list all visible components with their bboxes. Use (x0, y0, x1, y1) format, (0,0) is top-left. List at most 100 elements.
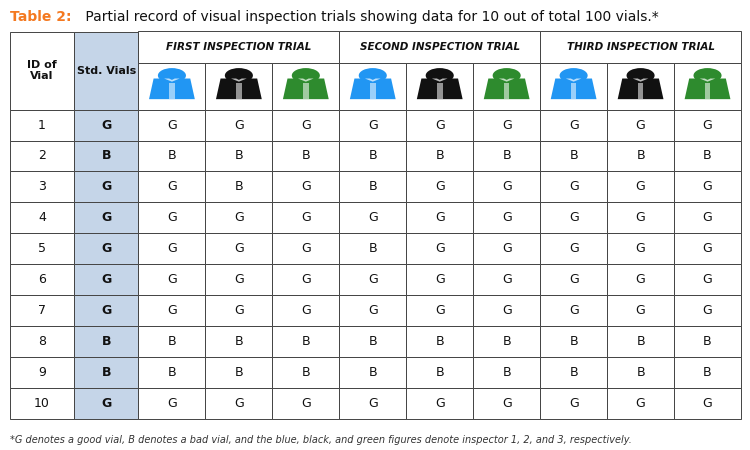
Text: G: G (703, 119, 712, 131)
Text: G: G (167, 304, 177, 317)
Text: G: G (435, 304, 445, 317)
Bar (370, 83, 376, 99)
Bar (674, 357, 741, 387)
Text: G: G (568, 119, 578, 131)
Text: G: G (435, 119, 445, 131)
Bar (10, 32, 74, 110)
Bar (272, 326, 339, 357)
Bar (406, 202, 473, 233)
Text: B: B (436, 335, 444, 348)
Bar (473, 387, 540, 418)
Text: G: G (568, 304, 578, 317)
Bar (607, 63, 674, 110)
Text: G: G (502, 242, 512, 255)
Text: 3: 3 (38, 180, 46, 194)
Text: G: G (301, 396, 310, 410)
Bar (540, 295, 607, 326)
Bar (74, 387, 139, 418)
Bar (206, 110, 272, 140)
Polygon shape (633, 78, 649, 82)
Bar (272, 387, 339, 418)
Bar (674, 264, 741, 295)
Text: B: B (302, 366, 310, 379)
Text: G: G (101, 119, 112, 131)
Polygon shape (216, 78, 262, 99)
Bar (74, 326, 139, 357)
Text: G: G (502, 180, 512, 194)
Bar (10, 387, 74, 418)
Text: 6: 6 (38, 273, 46, 286)
Bar (339, 264, 406, 295)
Bar (272, 140, 339, 171)
Text: B: B (569, 366, 578, 379)
Bar (540, 110, 607, 140)
Text: 10: 10 (34, 396, 50, 410)
Bar (139, 264, 206, 295)
Bar (339, 140, 406, 171)
Bar (540, 171, 607, 202)
Bar (540, 264, 607, 295)
Bar (406, 357, 473, 387)
Bar (540, 63, 607, 110)
Circle shape (292, 68, 320, 83)
Bar (705, 83, 710, 99)
Text: G: G (301, 273, 310, 286)
Text: G: G (568, 211, 578, 224)
Text: B: B (167, 335, 176, 348)
Text: B: B (368, 180, 377, 194)
Text: B: B (235, 335, 243, 348)
Text: G: G (502, 119, 512, 131)
Text: 9: 9 (38, 366, 46, 379)
Text: B: B (235, 366, 243, 379)
Text: B: B (569, 335, 578, 348)
Bar (674, 387, 741, 418)
Bar (272, 357, 339, 387)
Text: G: G (703, 304, 712, 317)
Text: G: G (703, 273, 712, 286)
Bar (607, 140, 674, 171)
Bar (339, 326, 406, 357)
Bar (139, 357, 206, 387)
Bar (473, 233, 540, 264)
Polygon shape (685, 78, 730, 99)
Bar (206, 233, 272, 264)
Bar (139, 171, 206, 202)
Text: B: B (235, 149, 243, 162)
Text: B: B (569, 149, 578, 162)
Text: G: G (301, 211, 310, 224)
Circle shape (560, 68, 588, 83)
Text: G: G (435, 273, 445, 286)
Bar (74, 295, 139, 326)
Bar (339, 202, 406, 233)
Text: B: B (436, 149, 444, 162)
Text: B: B (101, 366, 111, 379)
Text: B: B (167, 366, 176, 379)
Text: G: G (101, 211, 112, 224)
Bar (206, 171, 272, 202)
Bar (674, 110, 741, 140)
Text: G: G (636, 242, 646, 255)
Text: B: B (235, 180, 243, 194)
Polygon shape (283, 78, 328, 99)
Text: G: G (101, 396, 112, 410)
Bar (473, 171, 540, 202)
Text: B: B (636, 335, 645, 348)
Bar (272, 171, 339, 202)
Polygon shape (432, 78, 448, 82)
Text: G: G (502, 211, 512, 224)
Text: G: G (234, 242, 244, 255)
Polygon shape (350, 78, 396, 99)
Bar (10, 233, 74, 264)
Polygon shape (550, 78, 596, 99)
Bar (339, 387, 406, 418)
Bar (607, 295, 674, 326)
Text: G: G (568, 273, 578, 286)
Text: Std. Vials: Std. Vials (76, 66, 136, 76)
Text: G: G (101, 273, 112, 286)
Bar (437, 83, 442, 99)
Text: B: B (503, 366, 511, 379)
Text: G: G (101, 242, 112, 255)
Bar (10, 326, 74, 357)
Text: G: G (636, 304, 646, 317)
Bar (638, 83, 644, 99)
